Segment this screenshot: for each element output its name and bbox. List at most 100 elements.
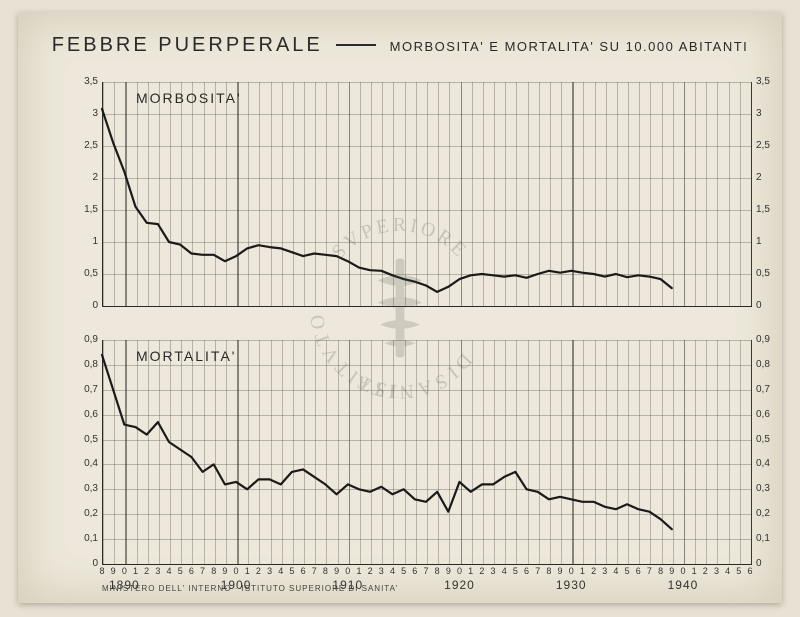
- morbosita-chart: 000,50,5111,51,5222,52,5333,53,5MORBOSIT…: [18, 82, 782, 306]
- xtick-minor: 3: [155, 566, 160, 576]
- xtick-minor: 7: [535, 566, 540, 576]
- xtick-minor: 1: [692, 566, 697, 576]
- ytick-left: 0,5: [74, 434, 98, 445]
- mortalita-chart: 000,10,10,20,20,30,30,40,40,50,50,60,60,…: [18, 340, 782, 564]
- ytick-left: 3: [74, 108, 98, 119]
- xtick-minor: 3: [379, 566, 384, 576]
- xtick-minor: 9: [111, 566, 116, 576]
- xtick-minor: 8: [658, 566, 663, 576]
- ytick-left: 0,5: [74, 268, 98, 279]
- xtick-minor: 0: [569, 566, 574, 576]
- ytick-right: 0,7: [756, 384, 780, 395]
- xtick-minor: 6: [636, 566, 641, 576]
- xtick-decade: 1930: [556, 578, 587, 592]
- ytick-left: 0,6: [74, 409, 98, 420]
- footer-credit: MINISTERO DELL' INTERNO · ISTITUTO SUPER…: [102, 584, 398, 593]
- xtick-minor: 2: [591, 566, 596, 576]
- xtick-minor: 3: [714, 566, 719, 576]
- xtick-minor: 5: [736, 566, 741, 576]
- xtick-minor: 3: [602, 566, 607, 576]
- xtick-minor: 2: [479, 566, 484, 576]
- ytick-right: 0,3: [756, 483, 780, 494]
- ytick-right: 3: [756, 108, 780, 119]
- ytick-right: 0,9: [756, 334, 780, 345]
- ytick-left: 1: [74, 236, 98, 247]
- ytick-right: 0,8: [756, 359, 780, 370]
- xtick-minor: 9: [558, 566, 563, 576]
- xtick-minor: 0: [457, 566, 462, 576]
- graph-frame: FEBBRE PUERPERALE MORBOSITA' E MORTALITA…: [18, 12, 782, 603]
- xtick-minor: 7: [200, 566, 205, 576]
- ytick-right: 0,5: [756, 268, 780, 279]
- xtick-minor: 9: [669, 566, 674, 576]
- xtick-minor: 4: [613, 566, 618, 576]
- xtick-minor: 5: [625, 566, 630, 576]
- ytick-right: 3,5: [756, 76, 780, 87]
- ytick-left: 0,8: [74, 359, 98, 370]
- ytick-right: 0,2: [756, 508, 780, 519]
- xtick-minor: 6: [747, 566, 752, 576]
- title-main: FEBBRE PUERPERALE: [52, 34, 323, 57]
- xtick-minor: 1: [356, 566, 361, 576]
- ytick-right: 0,1: [756, 533, 780, 544]
- xtick-minor: 7: [312, 566, 317, 576]
- xtick-minor: 4: [502, 566, 507, 576]
- xtick-minor: 0: [122, 566, 127, 576]
- xtick-decade: 1920: [444, 578, 475, 592]
- ytick-left: 0: [74, 300, 98, 311]
- ytick-left: 0: [74, 558, 98, 569]
- ytick-right: 0: [756, 300, 780, 311]
- xtick-minor: 4: [725, 566, 730, 576]
- ytick-left: 0,7: [74, 384, 98, 395]
- mortalita-line: [102, 340, 750, 564]
- xtick-decade: 1940: [668, 578, 699, 592]
- xtick-minor: 4: [167, 566, 172, 576]
- xtick-minor: 5: [401, 566, 406, 576]
- xtick-minor: 8: [211, 566, 216, 576]
- xtick-minor: 1: [580, 566, 585, 576]
- xtick-minor: 6: [301, 566, 306, 576]
- ytick-right: 2: [756, 172, 780, 183]
- xtick-minor: 7: [647, 566, 652, 576]
- title-sub: MORBOSITA' E MORTALITA' SU 10.000 ABITAN…: [390, 39, 749, 54]
- ytick-right: 1: [756, 236, 780, 247]
- xtick-minor: 4: [390, 566, 395, 576]
- ytick-right: 0,6: [756, 409, 780, 420]
- xtick-minor: 5: [178, 566, 183, 576]
- ytick-left: 2,5: [74, 140, 98, 151]
- title-dash: [336, 44, 376, 46]
- ytick-right: 0,5: [756, 434, 780, 445]
- xtick-minor: 1: [245, 566, 250, 576]
- ytick-right: 0: [756, 558, 780, 569]
- xtick-minor: 8: [99, 566, 104, 576]
- xtick-minor: 2: [368, 566, 373, 576]
- xtick-minor: 6: [412, 566, 417, 576]
- xtick-minor: 0: [680, 566, 685, 576]
- xtick-minor: 8: [323, 566, 328, 576]
- xtick-minor: 9: [222, 566, 227, 576]
- xtick-minor: 6: [189, 566, 194, 576]
- xtick-minor: 2: [703, 566, 708, 576]
- ytick-right: 2,5: [756, 140, 780, 151]
- ytick-left: 0,2: [74, 508, 98, 519]
- xtick-minor: 0: [234, 566, 239, 576]
- ytick-left: 1,5: [74, 204, 98, 215]
- xtick-minor: 6: [524, 566, 529, 576]
- xtick-minor: 2: [144, 566, 149, 576]
- morbosita-line: [102, 82, 750, 306]
- title-block: FEBBRE PUERPERALE MORBOSITA' E MORTALITA…: [18, 34, 782, 57]
- ytick-left: 0,4: [74, 458, 98, 469]
- ytick-left: 2: [74, 172, 98, 183]
- xtick-minor: 3: [267, 566, 272, 576]
- xtick-minor: 7: [423, 566, 428, 576]
- xtick-minor: 1: [468, 566, 473, 576]
- xtick-minor: 1: [133, 566, 138, 576]
- xtick-minor: 0: [345, 566, 350, 576]
- ytick-left: 0,3: [74, 483, 98, 494]
- ytick-left: 3,5: [74, 76, 98, 87]
- xtick-minor: 2: [256, 566, 261, 576]
- xtick-minor: 9: [334, 566, 339, 576]
- ytick-left: 0,9: [74, 334, 98, 345]
- xtick-minor: 5: [289, 566, 294, 576]
- xtick-minor: 8: [435, 566, 440, 576]
